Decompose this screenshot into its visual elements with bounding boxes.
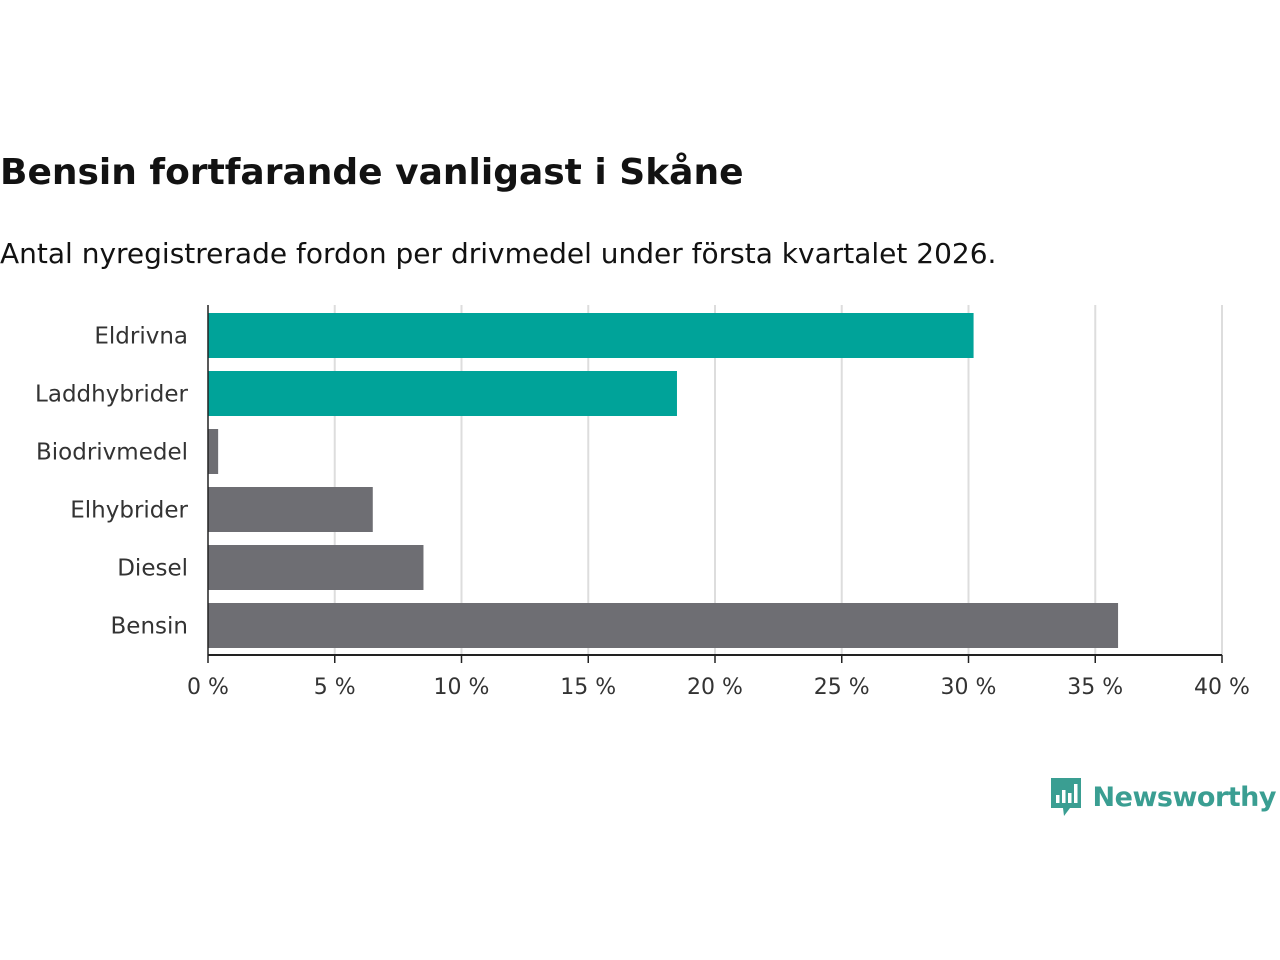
category-label-biodrivmedel: Biodrivmedel [36,440,188,466]
bar-bensin [208,603,1119,648]
bar-chart: Eldrivna Laddhybrider Biodrivmedel Elhybrid… [35,305,1250,700]
bar-eldrivna [208,313,974,358]
newsworthy-logo-icon [1050,778,1081,816]
x-axis: 0 % 5 % 10 % 15 % 20 % 25 % 30 % 35 % 40 % [187,305,1250,700]
x-tick-label-15: 15 % [560,675,616,700]
chart-title: Bensin fortfarande vanligast i Skåne [0,152,744,193]
chart-subtitle: Antal nyregistrerade fordon per drivmede… [0,237,997,270]
category-label-elhybrider: Elhybrider [70,498,188,524]
newsworthy-logo: Newsworthy [1049,776,1277,818]
bar-diesel [208,545,424,590]
category-label-bensin: Bensin [111,614,188,640]
x-tick-label-5: 5 % [314,675,356,700]
x-tick-label-35: 35 % [1067,675,1123,700]
category-label-laddhybrider: Laddhybrider [35,382,188,408]
category-labels: Eldrivna Laddhybrider Biodrivmedel Elhybrid… [35,324,188,640]
bars [208,313,1119,648]
x-tick-label-0: 0 % [187,675,229,700]
x-tick-label-10: 10 % [434,675,490,700]
category-label-diesel: Diesel [117,556,188,582]
x-tick-label-25: 25 % [814,675,870,700]
x-tick-label-40: 40 % [1194,675,1250,700]
brand-name: Newsworthy [1092,781,1277,813]
gridlines [333,305,1223,655]
bar-elhybrider [208,487,373,532]
bar-biodrivmedel [208,429,219,474]
category-label-eldrivna: Eldrivna [94,324,188,350]
x-tick-label-30: 30 % [941,675,997,700]
x-tick-label-20: 20 % [687,675,743,700]
bar-laddhybrider [208,371,677,416]
